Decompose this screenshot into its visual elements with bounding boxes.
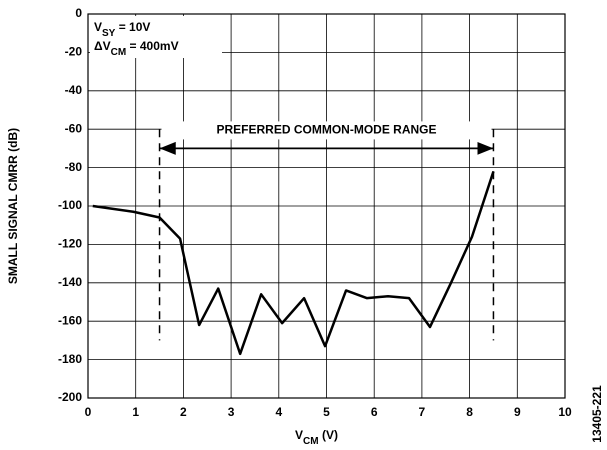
x-tick-label: 7 <box>419 405 426 419</box>
annotation: ΔVCM = 400mV <box>94 39 179 58</box>
range-label-bg <box>161 121 492 140</box>
x-tick-label: 6 <box>371 405 378 419</box>
annotation-part: V <box>94 20 102 34</box>
x-tick-label: 1 <box>132 405 139 419</box>
y-tick-label: -60 <box>65 121 83 135</box>
x-tick-label: 4 <box>275 405 282 419</box>
x-tick-label: 8 <box>466 405 473 419</box>
y-tick-label: -40 <box>65 83 83 97</box>
y-tick-label: -140 <box>58 275 82 289</box>
x-axis-label-part: CM <box>303 436 319 447</box>
annotation-part: ΔV <box>94 39 111 53</box>
x-tick-label: 5 <box>323 405 330 419</box>
y-tick-label: -80 <box>65 160 83 174</box>
range-label: PREFERRED COMMON-MODE RANGE <box>216 123 436 137</box>
annotation-part: CM <box>111 47 127 58</box>
y-tick-label: -180 <box>58 352 82 366</box>
annotation-box <box>90 16 222 58</box>
x-tick-label: 9 <box>514 405 521 419</box>
x-tick-label: 0 <box>85 405 92 419</box>
x-axis-label: VCM (V) <box>295 428 338 447</box>
x-tick-label: 2 <box>180 405 187 419</box>
plot-frame <box>87 13 566 399</box>
x-axis-label-part: V <box>295 428 303 442</box>
y-tick-label: -100 <box>58 198 82 212</box>
x-axis-label-part: (V) <box>319 428 338 442</box>
annotation: VSY = 10V <box>94 20 150 39</box>
y-axis-label: SMALL SIGNAL CMRR (dB) <box>6 128 20 284</box>
y-tick-label: 0 <box>75 6 82 20</box>
figure-id: 13405-221 <box>590 385 604 443</box>
y-tick-label: -120 <box>58 237 82 251</box>
y-tick-label: -160 <box>58 313 82 327</box>
x-tick-label: 10 <box>558 405 572 419</box>
y-tick-label: -20 <box>65 45 83 59</box>
x-tick-label: 3 <box>228 405 235 419</box>
annotation-part: = 10V <box>115 20 150 34</box>
y-tick-label: -200 <box>58 390 82 404</box>
annotation-part: SY <box>102 28 116 39</box>
data-line <box>92 171 495 356</box>
annotation-part: = 400mV <box>126 39 178 53</box>
